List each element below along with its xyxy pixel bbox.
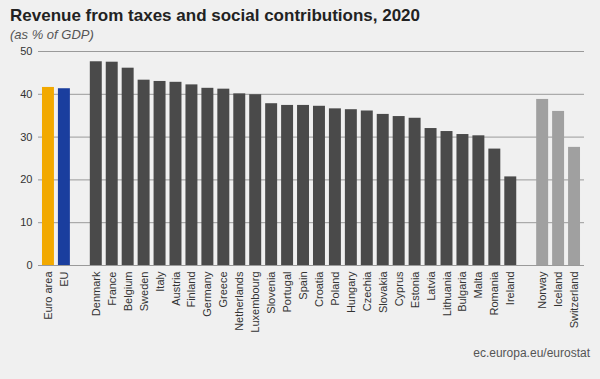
svg-text:Czechia: Czechia	[361, 271, 373, 312]
svg-text:Norway: Norway	[536, 271, 548, 309]
svg-text:Malta: Malta	[472, 271, 484, 299]
svg-text:Cyprus: Cyprus	[393, 271, 405, 306]
svg-text:Luxembourg: Luxembourg	[249, 272, 261, 333]
svg-text:Hungary: Hungary	[345, 271, 357, 313]
svg-text:50: 50	[20, 45, 32, 57]
svg-text:Slovenia: Slovenia	[265, 271, 277, 314]
svg-text:Portugal: Portugal	[281, 272, 293, 313]
svg-text:Sweden: Sweden	[138, 272, 150, 312]
svg-text:Belgium: Belgium	[122, 272, 134, 312]
svg-text:EU: EU	[58, 271, 70, 286]
svg-text:Austria: Austria	[170, 271, 182, 306]
svg-text:Croatia: Croatia	[313, 271, 325, 307]
svg-text:France: France	[106, 272, 118, 306]
svg-text:Estonia: Estonia	[409, 271, 421, 309]
svg-text:Iceland: Iceland	[552, 272, 564, 307]
svg-text:Germany: Germany	[201, 271, 213, 317]
svg-text:30: 30	[20, 131, 32, 143]
svg-text:Bulgaria: Bulgaria	[456, 271, 468, 312]
html-text:Revenue from taxes and social: Revenue from taxes and social contributi…	[10, 6, 420, 25]
svg-text:20: 20	[20, 173, 32, 185]
svg-text:Latvia: Latvia	[425, 271, 437, 301]
html-text:(as % of GDP): (as % of GDP)	[10, 27, 94, 42]
svg-text:Romania: Romania	[488, 271, 500, 316]
svg-text:0: 0	[26, 259, 32, 271]
svg-text:10: 10	[20, 216, 32, 228]
svg-text:Netherlands: Netherlands	[233, 271, 245, 331]
html-text:ec.europa.eu/eurostat: ec.europa.eu/eurostat	[473, 346, 590, 360]
svg-text:40: 40	[20, 88, 32, 100]
svg-text:Ireland: Ireland	[504, 272, 516, 306]
svg-text:Denmark: Denmark	[90, 271, 102, 316]
svg-text:Poland: Poland	[329, 272, 341, 306]
svg-text:Slovakia: Slovakia	[377, 271, 389, 313]
svg-text:Switzerland: Switzerland	[568, 272, 580, 329]
svg-text:Greece: Greece	[217, 272, 229, 308]
svg-text:Italy: Italy	[154, 271, 166, 292]
svg-text:Lithuania: Lithuania	[441, 271, 453, 317]
svg-text:Spain: Spain	[297, 272, 309, 300]
svg-text:Finland: Finland	[185, 272, 197, 308]
svg-text:Euro area: Euro area	[42, 271, 54, 320]
